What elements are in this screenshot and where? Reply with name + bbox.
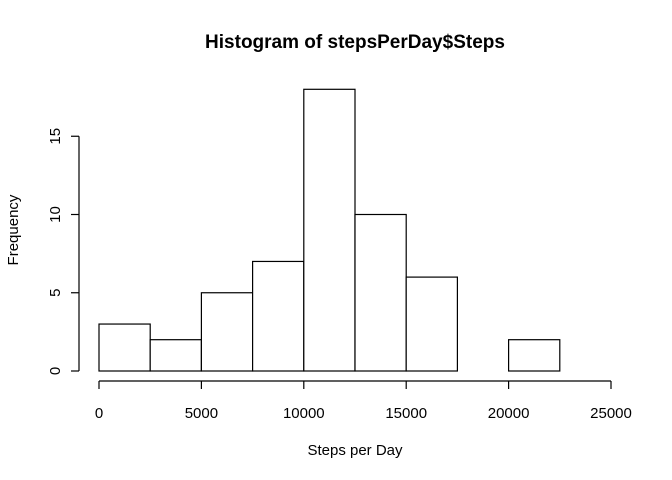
x-tick-label: 0 (95, 405, 103, 422)
histogram-bar-12500-15000 (354, 213, 407, 372)
chart-title: Histogram of stepsPerDay$Steps (205, 32, 505, 53)
y-axis-label: Frequency (5, 194, 22, 265)
x-tick-label: 15000 (385, 405, 427, 422)
x-tick-label: 10000 (283, 405, 325, 422)
bars-group (98, 88, 561, 372)
histogram-bar-5000-7500 (200, 292, 254, 372)
x-tick-label: 5000 (185, 405, 218, 422)
histogram-bar-10000-12500 (303, 88, 356, 372)
x-tick-label: 25000 (590, 405, 632, 422)
x-axis-label: Steps per Day (307, 442, 403, 459)
histogram-bar-20000-22500 (508, 339, 561, 372)
x-axis: 0 5000 10000 15000 20000 25000 (95, 380, 632, 422)
histogram-bar-2500-5000 (149, 339, 202, 372)
y-tick-label: 5 (47, 289, 64, 297)
y-tick-label: 10 (47, 206, 64, 223)
y-tick-label: 0 (47, 367, 64, 375)
histogram-bar-7500-10000 (252, 260, 305, 372)
histogram-bar-15000-17500 (405, 276, 459, 372)
histogram-bar-0-2500 (98, 323, 151, 372)
y-axis: 0 5 10 15 (47, 128, 80, 375)
x-tick-label: 20000 (488, 405, 530, 422)
y-tick-label: 15 (47, 128, 64, 145)
